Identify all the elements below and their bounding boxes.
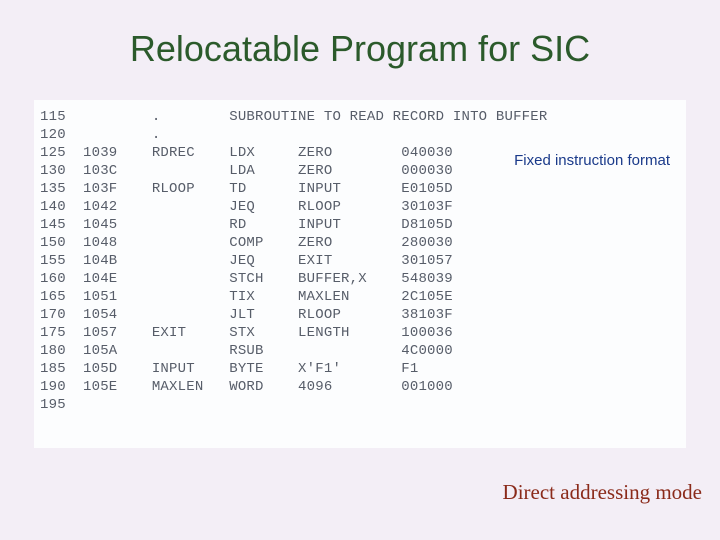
annotation-direct-addressing: Direct addressing mode [503, 480, 702, 505]
annotation-fixed-format: Fixed instruction format [514, 152, 670, 169]
slide: Relocatable Program for SIC 115 . SUBROU… [0, 0, 720, 540]
slide-title: Relocatable Program for SIC [0, 28, 720, 70]
